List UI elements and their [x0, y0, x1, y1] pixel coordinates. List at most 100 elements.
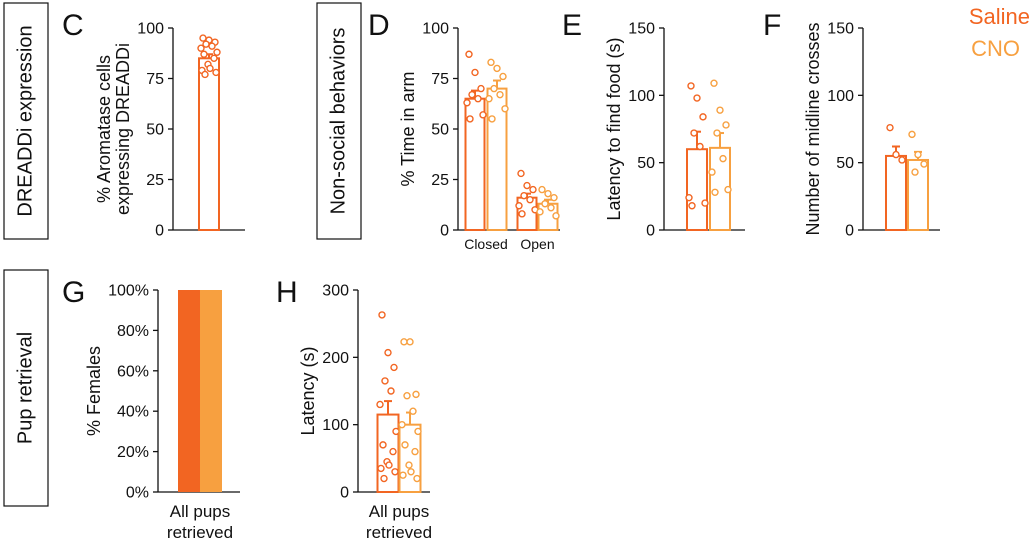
data-point-saline-d [479, 111, 487, 119]
data-point-cno-f [908, 130, 916, 139]
panel-letter-c: C [62, 9, 84, 42]
data-point-saline-d [477, 84, 485, 93]
y-tick-label-c: 75 [146, 71, 164, 88]
data-point-cno-d [493, 64, 501, 73]
y-tick-label-h: 300 [322, 283, 349, 300]
data-point-saline-d [515, 202, 523, 210]
data-point-cno-d [536, 208, 544, 216]
y-tick-label-h: 0 [340, 485, 349, 502]
data-point-saline-f [886, 123, 894, 132]
data-point-saline-c [201, 70, 209, 79]
x-category-label-d: Closed [464, 236, 508, 252]
data-point-saline-d [520, 191, 528, 200]
data-point-cno-d [552, 212, 560, 220]
data-point-cno-e [708, 168, 716, 176]
data-point-saline-d [517, 169, 525, 178]
data-point-saline-h [389, 447, 397, 456]
data-point-cno-d [501, 105, 509, 113]
y-tick-label-f: 100 [827, 88, 854, 105]
panel-letter-f: F [763, 9, 781, 42]
data-point-saline-h [385, 461, 393, 469]
panel-letter-g: G [62, 276, 85, 309]
data-point-cno-e [710, 79, 718, 87]
section-label-nonsocial: Non-social behaviors [316, 2, 362, 240]
data-point-saline-e [685, 193, 693, 202]
data-point-saline-c [208, 42, 216, 50]
chart-panels: 0 25 50 75 100 % Aromatase cells expressing DR… [84, 21, 940, 542]
data-point-saline-h [391, 468, 399, 476]
data-point-saline-c [199, 34, 207, 42]
data-point-cno-e [724, 185, 732, 194]
data-point-cno-e [719, 154, 727, 163]
y-tick-label-g: 20% [117, 444, 149, 461]
data-point-saline-d [523, 181, 531, 190]
data-point-cno-h [405, 461, 413, 469]
data-point-saline-h [380, 474, 388, 483]
data-point-saline-h [376, 400, 384, 409]
y-axis-label-g: % Females [84, 346, 104, 436]
data-point-saline-h [381, 377, 389, 385]
legend-cno: CNO [971, 36, 1020, 61]
data-point-cno-d [496, 90, 504, 99]
data-point-cno-d [490, 84, 498, 93]
data-point-saline-c [213, 48, 221, 56]
data-point-cno-d [499, 72, 507, 81]
panel-letter-d: D [368, 9, 390, 42]
bar-saline-e [686, 148, 708, 231]
x-axis-label-g: All pups [170, 502, 230, 521]
y-tick-label-e: 50 [637, 155, 655, 172]
bar-saline-f [885, 154, 907, 231]
section-text-dreaddi: DREADDi expression [14, 25, 36, 216]
section-label-pup: Pup retrieval [3, 269, 49, 507]
data-point-cno-d [541, 200, 549, 208]
data-point-saline-c [206, 64, 214, 73]
data-point-cno-h [406, 338, 414, 346]
data-point-cno-d [538, 185, 546, 194]
data-point-saline-e [699, 113, 707, 121]
data-point-cno-f [911, 168, 919, 176]
y-tick-label-c: 25 [146, 172, 164, 189]
y-tick-label-h: 100 [322, 417, 349, 434]
bar-cno-g [200, 290, 222, 492]
y-tick-label-d: 75 [431, 71, 449, 88]
y-tick-label-d: 50 [431, 122, 449, 139]
y-tick-label-d: 25 [431, 172, 449, 189]
data-point-saline-h [379, 441, 387, 449]
y-axis-label-h: Latency (s) [298, 346, 318, 435]
data-point-saline-h [377, 464, 385, 473]
y-tick-label-e: 0 [646, 223, 655, 240]
y-tick-label-c: 0 [155, 223, 164, 240]
data-point-cno-d [550, 193, 558, 202]
data-point-cno-h [398, 420, 406, 429]
data-point-cno-h [401, 441, 409, 449]
data-point-cno-e [711, 188, 719, 196]
data-point-saline-h [378, 311, 386, 319]
data-point-saline-e [701, 199, 709, 207]
data-point-saline-f [898, 156, 906, 164]
section-box-pup [3, 269, 49, 507]
data-point-saline-d [474, 94, 482, 103]
section-box-dreaddi [3, 2, 49, 240]
data-point-cno-h [407, 468, 415, 476]
y-tick-label-f: 50 [836, 155, 854, 172]
data-point-saline-c [212, 68, 220, 77]
data-point-cno-e [713, 129, 721, 137]
data-point-cno-h [412, 390, 420, 399]
y-tick-label-d: 100 [422, 21, 449, 38]
section-label-dreaddi: DREADDi expression [3, 2, 49, 240]
data-point-cno-d [487, 58, 495, 67]
panel-letter-e: E [562, 9, 582, 42]
data-point-saline-h [384, 348, 392, 357]
data-point-cno-d [485, 94, 493, 103]
y-tick-label-h: 200 [322, 350, 349, 367]
x-axis-label-h: All pups [369, 502, 429, 521]
data-point-cno-f [914, 150, 922, 159]
panel-letter-h: H [276, 276, 298, 309]
y-tick-label-d: 0 [440, 223, 449, 240]
y-tick-label-g: 0% [126, 485, 149, 502]
y-tick-label-f: 150 [827, 21, 854, 38]
data-point-saline-f [892, 150, 900, 159]
y-tick-label-g: 80% [117, 323, 149, 340]
